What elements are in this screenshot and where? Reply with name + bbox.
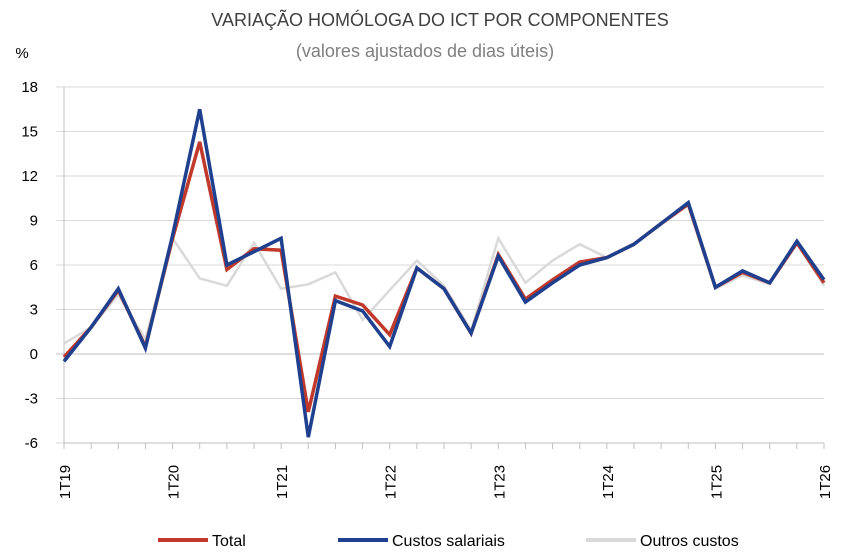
y-tick-label: 0 (30, 346, 38, 363)
legend-label: Custos salariais (392, 533, 505, 550)
series-line-custos-salariais (62, 108, 826, 438)
y-axis-unit-label: % (15, 45, 28, 62)
x-tick-label: 1T23 (491, 465, 508, 499)
series-lines (62, 108, 826, 438)
chart-title: VARIAÇÃO HOMÓLOGA DO ICT POR COMPONENTES (211, 9, 668, 30)
x-axis: 1T19 1T20 1T21 1T22 1T23 1T24 1T25 1T26 (57, 442, 834, 499)
y-tick-label: 18 (21, 79, 38, 96)
y-tick-label: 15 (21, 124, 38, 141)
legend-label: Outros custos (640, 533, 739, 550)
y-tick-label: 9 (30, 213, 38, 230)
x-tick-label: 1T21 (274, 465, 291, 499)
y-tick-label: 3 (30, 302, 38, 319)
y-tick-label: 12 (21, 168, 38, 185)
x-tick-label: 1T26 (817, 465, 834, 499)
series-line-total (62, 141, 826, 413)
x-tick-label: 1T20 (166, 465, 183, 499)
chart-subtitle: (valores ajustados de dias úteis) (296, 41, 554, 61)
y-tick-label: -3 (25, 391, 38, 408)
y-axis-ticks: 18 15 12 9 6 3 0 -3 -6 (21, 79, 65, 452)
legend: Total Custos salariais Outros custos (158, 533, 739, 550)
x-tick-label: 1T24 (600, 465, 617, 499)
y-tick-label: 6 (30, 257, 38, 274)
x-tick-label: 1T19 (57, 465, 74, 499)
y-tick-label: -6 (25, 435, 38, 452)
x-tick-label: 1T22 (383, 465, 400, 499)
legend-label: Total (212, 533, 246, 550)
x-tick-label: 1T25 (708, 465, 725, 499)
